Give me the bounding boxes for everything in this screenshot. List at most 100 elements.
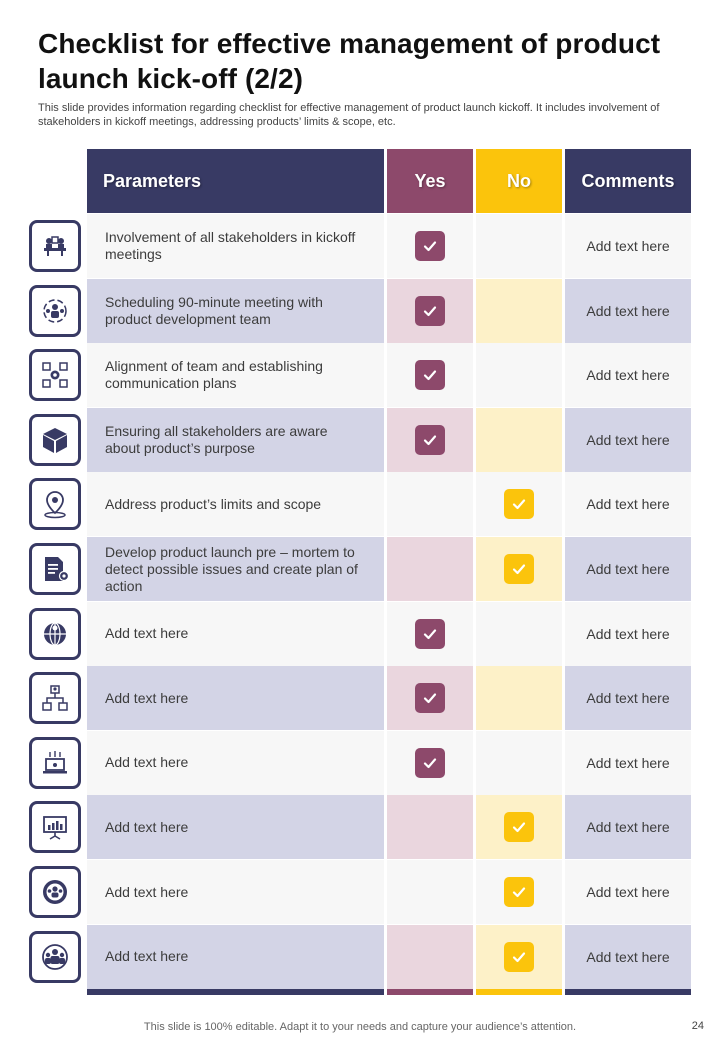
parameter-cell: Involvement of all stakeholders in kicko…: [87, 214, 384, 278]
yes-cell: [387, 730, 473, 795]
comment-text: Add text here: [586, 948, 670, 965]
table-bottom-bar-yes: [387, 989, 473, 995]
table-row: Develop product launch pre – mortem to d…: [0, 537, 720, 601]
parameter-cell: Develop product launch pre – mortem to d…: [87, 537, 384, 601]
header-no: No: [476, 149, 562, 213]
table-row: Add text here Add text here: [0, 860, 720, 924]
table-row: Involvement of all stakeholders in kicko…: [0, 214, 720, 278]
parameter-text: Add text here: [105, 883, 189, 900]
group-gear-icon: [29, 866, 81, 918]
no-cell: [476, 343, 562, 408]
no-cell: [476, 924, 562, 989]
no-cell: [476, 730, 562, 795]
presentation-board-icon: [29, 801, 81, 854]
comment-cell: Add text here: [565, 924, 691, 989]
no-cell: [476, 472, 562, 537]
footer-note: This slide is 100% editable. Adapt it to…: [143, 1021, 577, 1033]
no-cell: [476, 795, 562, 860]
package-box-icon: [29, 413, 81, 466]
comment-text: Add text here: [586, 431, 670, 448]
team-circle-icon: [29, 930, 81, 983]
yes-check-icon[interactable]: [415, 683, 445, 714]
comment-cell: Add text here: [565, 343, 691, 408]
no-cell: [476, 860, 562, 924]
page-subtitle: This slide provides information regardin…: [38, 102, 660, 128]
no-check-icon[interactable]: [504, 489, 534, 520]
no-cell: [476, 407, 562, 472]
hierarchy-icon: [29, 672, 81, 725]
yes-check-icon[interactable]: [415, 295, 445, 326]
parameter-cell: Scheduling 90-minute meeting with produc…: [87, 278, 384, 343]
yes-check-icon[interactable]: [415, 424, 445, 455]
yes-cell: [387, 924, 473, 989]
parameter-text: Add text here: [105, 689, 189, 706]
comment-text: Add text here: [586, 367, 670, 384]
yes-cell: [387, 343, 473, 408]
table-bottom-bar-params: [87, 989, 384, 995]
comment-cell: Add text here: [565, 472, 691, 537]
comment-text: Add text here: [586, 625, 670, 642]
no-cell: [476, 537, 562, 601]
parameter-cell: Alignment of team and establishing commu…: [87, 343, 384, 408]
parameter-text: Address product’s limits and scope: [105, 495, 322, 512]
comment-cell: Add text here: [565, 278, 691, 343]
network-gear-icon: [29, 349, 81, 402]
comment-text: Add text here: [586, 302, 670, 319]
parameter-text: Scheduling 90-minute meeting with produc…: [105, 293, 323, 327]
parameter-cell: Add text here: [87, 601, 384, 666]
document-gear-icon: [29, 543, 81, 595]
parameter-text: Add text here: [105, 818, 189, 835]
yes-cell: [387, 472, 473, 537]
table-row: Add text here Add text here: [0, 795, 720, 860]
yes-check-icon[interactable]: [415, 747, 445, 778]
no-cell: [476, 601, 562, 666]
comment-text: Add text here: [586, 754, 670, 771]
comment-text: Add text here: [586, 884, 670, 900]
parameter-cell: Add text here: [87, 860, 384, 924]
yes-check-icon[interactable]: [415, 231, 445, 261]
yes-cell: [387, 860, 473, 924]
yes-cell: [387, 601, 473, 666]
parameter-text: Alignment of team and establishing commu…: [105, 358, 323, 392]
laptop-signal-icon: [29, 736, 81, 789]
no-check-icon[interactable]: [504, 941, 534, 972]
header-comments: Comments: [565, 149, 691, 213]
comment-cell: Add text here: [565, 860, 691, 924]
parameter-cell: Add text here: [87, 730, 384, 795]
header-parameters: Parameters: [87, 149, 384, 213]
no-cell: [476, 278, 562, 343]
table-row: Address product’s limits and scope Add te…: [0, 472, 720, 537]
no-cell: [476, 214, 562, 278]
header-yes: Yes: [387, 149, 473, 213]
comment-text: Add text here: [586, 496, 670, 513]
team-cycle-icon: [29, 284, 81, 337]
table-row: Scheduling 90-minute meeting with produc…: [0, 278, 720, 343]
comment-cell: Add text here: [565, 537, 691, 601]
yes-cell: [387, 537, 473, 601]
table-bottom-bar-comments: [565, 989, 691, 995]
table-row: Ensuring all stakeholders are aware abou…: [0, 407, 720, 472]
comment-text: Add text here: [586, 690, 670, 707]
table-row: Add text here Add text here: [0, 666, 720, 731]
comment-cell: Add text here: [565, 666, 691, 731]
yes-cell: [387, 666, 473, 731]
meeting-icon: [29, 220, 81, 272]
yes-check-icon[interactable]: [415, 618, 445, 649]
page-title: Checklist for effective management of pr…: [38, 28, 661, 94]
yes-cell: [387, 278, 473, 343]
yes-check-icon[interactable]: [415, 360, 445, 391]
yes-cell: [387, 214, 473, 278]
comment-cell: Add text here: [565, 601, 691, 666]
comment-cell: Add text here: [565, 730, 691, 795]
no-check-icon[interactable]: [504, 812, 534, 843]
parameter-text: Add text here: [105, 754, 189, 771]
comment-cell: Add text here: [565, 214, 691, 278]
parameter-cell: Address product’s limits and scope: [87, 472, 384, 537]
parameter-text: Develop product launch pre – mortem to d…: [105, 543, 358, 594]
parameter-cell: Ensuring all stakeholders are aware abou…: [87, 407, 384, 472]
parameter-text: Ensuring all stakeholders are aware abou…: [105, 422, 328, 456]
global-team-icon: [29, 607, 81, 660]
no-check-icon[interactable]: [504, 554, 534, 584]
no-check-icon[interactable]: [504, 877, 534, 907]
parameter-cell: Add text here: [87, 666, 384, 731]
